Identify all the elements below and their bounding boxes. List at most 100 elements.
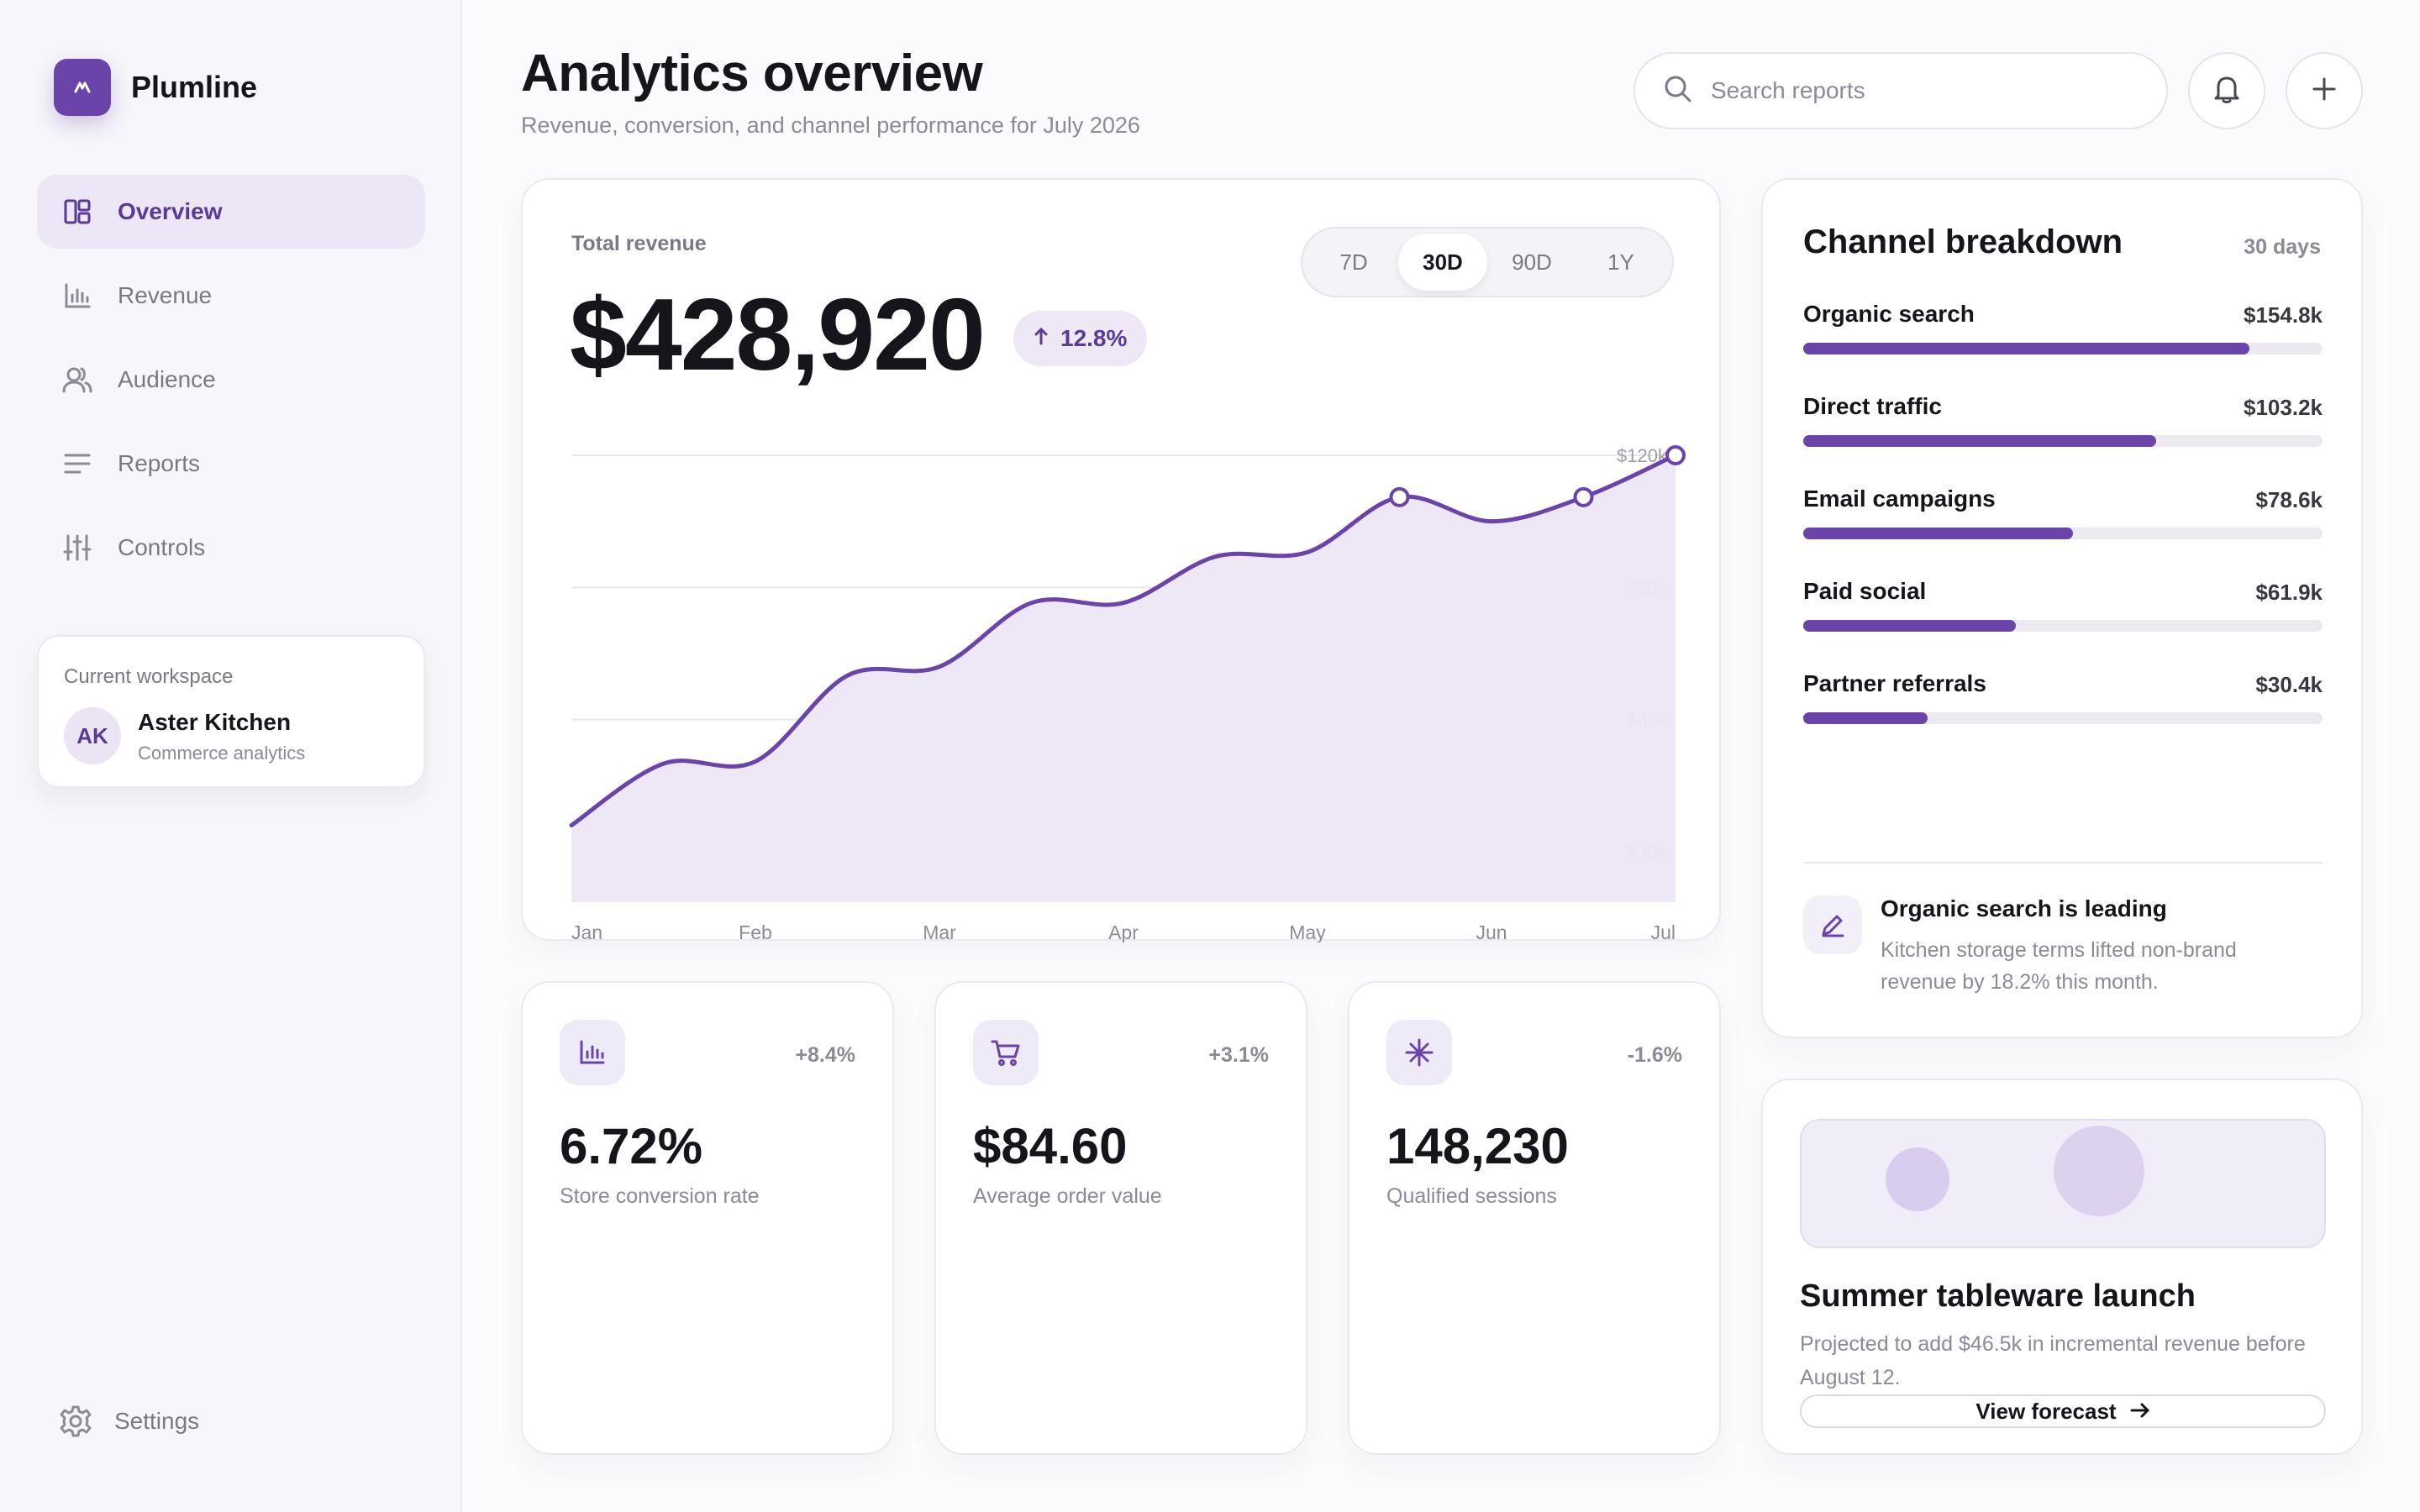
channel-progress-track [1803, 343, 2323, 354]
channel-progress-track [1803, 620, 2323, 632]
sidebar-item-revenue[interactable]: Revenue [37, 259, 425, 333]
range-selector: 7D 30D 90D 1Y [1301, 227, 1674, 297]
sliders-icon [62, 533, 92, 563]
users-icon [62, 365, 92, 395]
x-tick-label: Jun [1476, 921, 1507, 942]
sidebar-item-label: Revenue [118, 282, 213, 308]
metric-value: 148,230 [1386, 1118, 1569, 1174]
channel-breakdown-period: 30 days [2244, 235, 2321, 259]
channel-progress-track [1803, 712, 2323, 724]
metric-label: Average order value [973, 1184, 1162, 1208]
channel-breakdown-card: Channel breakdown 30 days Organic search… [1761, 178, 2363, 1038]
launch-title: Summer tableware launch [1800, 1278, 2196, 1314]
channel-progress-fill [1803, 712, 1928, 724]
insight-title: Organic search is leading [1881, 895, 2167, 921]
channel-name: Email campaigns [1803, 486, 1996, 512]
x-tick-label: Jul [1651, 921, 1676, 942]
metric-label: Store conversion rate [560, 1184, 760, 1208]
search-icon [1664, 75, 1692, 108]
bar-chart-icon [560, 1020, 625, 1085]
x-tick-label: Mar [923, 921, 956, 942]
launch-card: Summer tableware launch Projected to add… [1761, 1079, 2363, 1455]
channel-value: $78.6k [2255, 487, 2323, 512]
sidebar-item-label: Overview [118, 198, 223, 224]
range-7d-button[interactable]: 7D [1339, 249, 1368, 275]
workspace-switcher[interactable]: Current workspace AK Aster Kitchen Comme… [37, 635, 425, 788]
revenue-area [571, 455, 1676, 902]
page-title: Analytics overview [521, 45, 983, 102]
workspace-label: Current workspace [64, 665, 234, 688]
arrow-right-icon [2130, 1399, 2150, 1425]
revenue-delta-badge: 12.8% [1013, 311, 1148, 366]
channel-name: Partner referrals [1803, 670, 1986, 696]
channel-progress-track [1803, 528, 2323, 539]
cart-icon [973, 1020, 1039, 1085]
metric-label: Qualified sessions [1386, 1184, 1557, 1208]
page-subtitle: Revenue, conversion, and channel perform… [521, 113, 1140, 138]
sidebar-item-settings[interactable]: Settings [59, 1404, 199, 1438]
channel-progress-fill [1803, 620, 2017, 632]
x-tick-label: Jan [571, 921, 602, 942]
channel-name: Direct traffic [1803, 393, 1942, 419]
metric-delta: -1.6% [1627, 1043, 1682, 1067]
notifications-button[interactable] [2188, 52, 2265, 129]
brand-logo-icon [54, 59, 111, 116]
workspace-subtitle: Commerce analytics [138, 743, 306, 764]
arrow-up-icon [1034, 327, 1049, 351]
brand-name: Plumline [131, 70, 258, 104]
revenue-line [569, 453, 1678, 828]
range-90d-button[interactable]: 90D [1512, 249, 1552, 275]
x-tick-label: May [1289, 921, 1326, 942]
range-30d-button[interactable]: 30D [1398, 234, 1487, 291]
decorative-circle [2054, 1126, 2144, 1216]
range-1y-button[interactable]: 1Y [1607, 249, 1634, 275]
lines-icon [62, 449, 92, 479]
launch-text: Projected to add $46.5k in incremental r… [1800, 1332, 2306, 1389]
settings-label: Settings [114, 1408, 200, 1434]
data-point [1665, 445, 1686, 465]
metric-card-order-value: +3.1% $84.60 Average order value [934, 981, 1307, 1455]
revenue-chart: $120k$90k$60k$30kJanFebMarAprMayJunJul [569, 445, 1686, 942]
channel-name: Paid social [1803, 578, 1927, 604]
search-bar[interactable] [1634, 52, 2168, 129]
metric-delta: +8.4% [795, 1043, 855, 1067]
channel-value: $154.8k [2244, 302, 2323, 328]
sidebar-item-controls[interactable]: Controls [37, 511, 425, 585]
asterisk-icon [1386, 1020, 1452, 1085]
revenue-delta: 12.8% [1060, 325, 1128, 351]
data-point [1389, 486, 1410, 507]
metric-value: 6.72% [560, 1118, 703, 1174]
sidebar-nav: Overview Revenue Audience Reports Contro… [37, 175, 425, 595]
revenue-label: Total revenue [571, 232, 707, 255]
sidebar-item-audience[interactable]: Audience [37, 343, 425, 417]
channel-breakdown-title: Channel breakdown [1803, 223, 2123, 260]
sidebar-item-overview[interactable]: Overview [37, 175, 425, 249]
x-tick-label: Feb [739, 921, 772, 942]
metric-delta: +3.1% [1208, 1043, 1269, 1067]
data-point [1573, 486, 1594, 507]
launch-illustration [1800, 1119, 2326, 1248]
channel-progress-fill [1803, 528, 2074, 539]
sidebar-item-label: Controls [118, 534, 206, 560]
sidebar-item-label: Reports [118, 450, 201, 476]
metric-card-sessions: -1.6% 148,230 Qualified sessions [1348, 981, 1721, 1455]
channel-name: Organic search [1803, 301, 1975, 327]
add-button[interactable] [2286, 52, 2363, 129]
metric-card-conversion: +8.4% 6.72% Store conversion rate [521, 981, 894, 1455]
channel-progress-track [1803, 435, 2323, 447]
search-input[interactable] [1711, 77, 2131, 104]
gear-icon [59, 1404, 92, 1438]
metric-value: $84.60 [973, 1118, 1128, 1174]
sidebar-item-reports[interactable]: Reports [37, 427, 425, 501]
channel-value: $30.4k [2255, 672, 2323, 697]
bell-icon [2212, 74, 2241, 108]
brand[interactable]: Plumline [54, 59, 257, 116]
workspace-name: Aster Kitchen [138, 709, 292, 735]
sidebar-item-label: Audience [118, 366, 216, 392]
bar-chart-icon [62, 281, 92, 311]
view-forecast-label: View forecast [1975, 1398, 2117, 1424]
view-forecast-button[interactable]: View forecast [1800, 1394, 2326, 1428]
revenue-value: $428,920 [570, 277, 986, 391]
channel-progress-fill [1803, 435, 2157, 447]
revenue-card: Total revenue $428,920 12.8% 7D 30D 90D … [521, 178, 1721, 942]
